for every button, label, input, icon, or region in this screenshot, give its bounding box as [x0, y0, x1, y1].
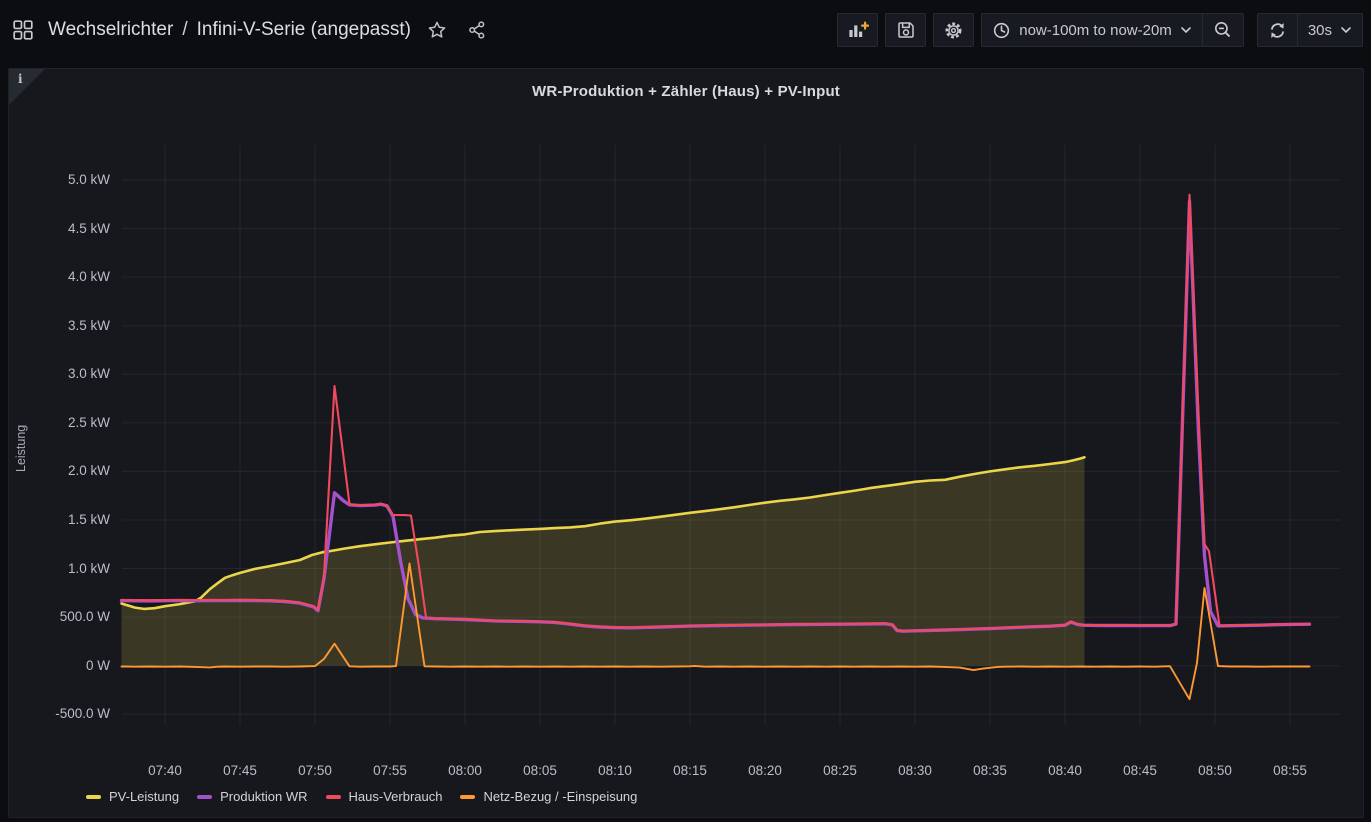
legend-label: Produktion WR	[220, 789, 308, 804]
y-axis-title: Leistung	[14, 424, 28, 472]
breadcrumb-dashboard[interactable]: Wechselrichter	[48, 19, 174, 40]
legend-swatch	[197, 794, 213, 799]
plus-glyph	[862, 23, 868, 29]
time-picker-group: now-100m to now-20m	[981, 13, 1244, 47]
chevron-down-icon	[1340, 25, 1352, 35]
legend-swatch	[86, 794, 101, 799]
chart-legend: PV-Leistung Produktion WR Haus-Verbrauch Ne…	[86, 789, 637, 804]
legend-item-produktion-wr[interactable]: Produktion WR	[197, 789, 308, 804]
refresh-icon	[1268, 22, 1287, 38]
refresh-button[interactable]	[1258, 14, 1297, 46]
toolbar: now-100m to now-20m	[837, 13, 1371, 47]
nav-left: Wechselrichter / Infini-V-Serie (angepas…	[0, 19, 487, 41]
legend-label: Haus-Verbrauch	[348, 789, 443, 804]
breadcrumb: Wechselrichter / Infini-V-Serie (angepas…	[48, 19, 411, 41]
refresh-interval-picker[interactable]: 30s	[1296, 14, 1362, 46]
clock-icon	[992, 21, 1011, 40]
save-dashboard-button[interactable]	[885, 13, 927, 47]
time-range-label: now-100m to now-20m	[1019, 21, 1172, 39]
panel-title[interactable]: WR-Produktion + Zähler (Haus) + PV-Input	[531, 83, 840, 100]
star-icon[interactable]	[427, 20, 447, 40]
time-range-picker[interactable]: now-100m to now-20m	[982, 14, 1202, 46]
refresh-group: 30s	[1256, 13, 1363, 47]
zoom-out-icon	[1213, 20, 1233, 40]
share-icon[interactable]	[467, 20, 487, 40]
legend-label: Netz-Bezug / -Einspeisung	[483, 789, 638, 804]
legend-item-netz-bezug-einspeisung[interactable]: Netz-Bezug / -Einspeisung	[460, 789, 637, 804]
legend-label: PV-Leistung	[109, 789, 180, 804]
refresh-interval-label: 30s	[1307, 21, 1332, 39]
chevron-down-icon	[1180, 25, 1192, 35]
zoom-out-time-button[interactable]	[1201, 14, 1243, 46]
legend-item-haus-verbrauch[interactable]: Haus-Verbrauch	[325, 789, 443, 804]
legend-item-pv-leistung[interactable]: PV-Leistung	[86, 789, 179, 804]
legend-swatch	[325, 794, 341, 799]
add-panel-button[interactable]	[837, 13, 879, 47]
top-nav: Wechselrichter / Infini-V-Serie (angepas…	[0, 0, 1371, 60]
breadcrumb-page[interactable]: Infini-V-Serie (angepasst)	[196, 19, 411, 40]
chart-panel[interactable]: i WR-Produktion + Zähler (Haus) + PV-Inp…	[8, 68, 1364, 818]
panel-info-corner[interactable]	[9, 69, 45, 105]
dashboard-settings-button[interactable]	[933, 13, 975, 47]
legend-swatch	[460, 794, 476, 799]
breadcrumb-separator: /	[182, 19, 188, 40]
apps-grid-icon[interactable]	[12, 19, 34, 41]
